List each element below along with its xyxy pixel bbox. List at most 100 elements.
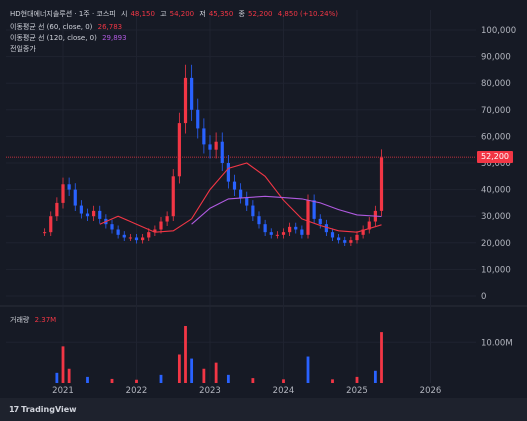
volume-bar — [135, 379, 138, 383]
candle — [183, 77, 188, 124]
footer-bar: 17 TradingView — [0, 398, 527, 421]
candle — [337, 237, 341, 241]
candle — [171, 176, 175, 217]
prev-close-legend[interactable]: 전일종가 — [10, 44, 39, 54]
time-axis-tick: 2023 — [199, 386, 221, 396]
volume-bar — [67, 368, 71, 383]
tradingview-icon: 17 — [9, 405, 19, 414]
price-axis-tick: 90,000 — [481, 53, 511, 63]
volume-bar — [306, 356, 310, 383]
time-axis-tick: 2021 — [52, 386, 74, 396]
volume-bar — [184, 326, 187, 383]
candle — [343, 240, 347, 243]
candle — [257, 216, 261, 225]
chart-panel[interactable]: 100,000 90,000 80,000 70,000 60,000 50,000 40,… — [0, 0, 527, 398]
volume-bar — [226, 374, 230, 383]
candle — [147, 232, 151, 238]
low-label: 저 — [199, 10, 206, 18]
candle — [208, 144, 212, 150]
open-label: 시 — [120, 10, 128, 18]
candle — [153, 229, 157, 233]
candle — [269, 232, 273, 235]
time-axis-tick: 2022 — [126, 386, 148, 396]
candle — [49, 216, 53, 233]
price-axis-tick: 100,000 — [481, 26, 516, 36]
last-price-tag: 52,200 — [477, 151, 513, 163]
candle — [128, 237, 132, 239]
candle — [349, 240, 353, 243]
ma120-label: 이동평균 선 (120, close, 0) — [10, 34, 97, 42]
candle — [141, 237, 145, 241]
candle — [159, 221, 163, 230]
close-label: 종 — [238, 10, 245, 18]
volume-axis-tick: 10.00M — [481, 338, 513, 348]
price-axis-tick: 70,000 — [481, 106, 511, 116]
candle — [196, 109, 200, 129]
candle — [202, 128, 206, 145]
candle — [251, 205, 255, 217]
candle — [367, 221, 371, 230]
ma60-legend[interactable]: 이동평균 선 (60, close, 0) 26,783 — [10, 22, 125, 32]
time-axis-tick: 2024 — [273, 386, 295, 396]
volume-bar — [282, 379, 285, 383]
volume-bar — [159, 374, 163, 383]
candle — [379, 157, 384, 211]
candle — [263, 224, 267, 233]
time-axis-tick: 2026 — [420, 386, 442, 396]
price-chart[interactable]: 100,000 90,000 80,000 70,000 60,000 50,000 40,… — [0, 0, 527, 398]
price-axis-tick: 60,000 — [481, 132, 511, 142]
ma120-legend[interactable]: 이동평균 선 (120, close, 0) 29,893 — [10, 33, 130, 43]
price-axis-tick: 10,000 — [481, 265, 511, 275]
candle — [275, 234, 279, 236]
candle — [239, 189, 243, 198]
volume-bar — [190, 358, 194, 383]
candle — [110, 224, 114, 230]
candle — [190, 77, 194, 110]
tradingview-logo[interactable]: 17 TradingView — [9, 405, 77, 414]
candle — [330, 232, 335, 238]
candle — [134, 237, 139, 241]
candle — [324, 224, 328, 233]
volume-bars — [55, 326, 383, 383]
volume-value: 2.37M — [34, 316, 57, 324]
candle — [165, 216, 169, 222]
ma60-line — [99, 162, 382, 233]
candle — [79, 205, 83, 214]
volume-legend[interactable]: 거래량 2.37M — [10, 315, 59, 325]
volume-bar — [214, 362, 218, 383]
candle — [312, 200, 316, 219]
symbol-title[interactable]: HD현대에너지솔루션 · 1주 · 코스피 — [10, 10, 116, 18]
volume-bar — [55, 372, 59, 383]
open-value: 48,150 — [130, 10, 155, 18]
volume-label: 거래량 — [10, 316, 30, 324]
volume-bar — [373, 370, 377, 383]
volume-bar — [61, 346, 65, 383]
price-axis-tick: 30,000 — [481, 212, 511, 222]
volume-bar — [331, 379, 334, 383]
candle — [67, 184, 71, 190]
candle — [294, 226, 298, 230]
candle — [318, 218, 322, 225]
candle — [361, 229, 365, 235]
time-axis-tick: 2025 — [346, 386, 368, 396]
candle — [73, 189, 77, 206]
price-axis-tick: 80,000 — [481, 79, 511, 89]
brand-name: TradingView — [21, 405, 77, 414]
volume-bar — [380, 332, 383, 383]
candle — [214, 141, 218, 150]
volume-bar — [355, 376, 359, 383]
volume-bar — [251, 378, 255, 383]
candle — [355, 234, 359, 241]
ma120-line — [191, 195, 382, 225]
high-label: 고 — [160, 10, 167, 18]
volume-bar — [86, 376, 89, 383]
volume-bar — [202, 368, 206, 383]
price-axis-tick: 0 — [481, 292, 486, 302]
price-axis-tick: 50,000 — [481, 159, 511, 169]
candle — [245, 197, 249, 206]
candles — [43, 64, 384, 246]
candle — [116, 229, 120, 235]
candle — [85, 213, 90, 217]
candle — [177, 123, 181, 177]
